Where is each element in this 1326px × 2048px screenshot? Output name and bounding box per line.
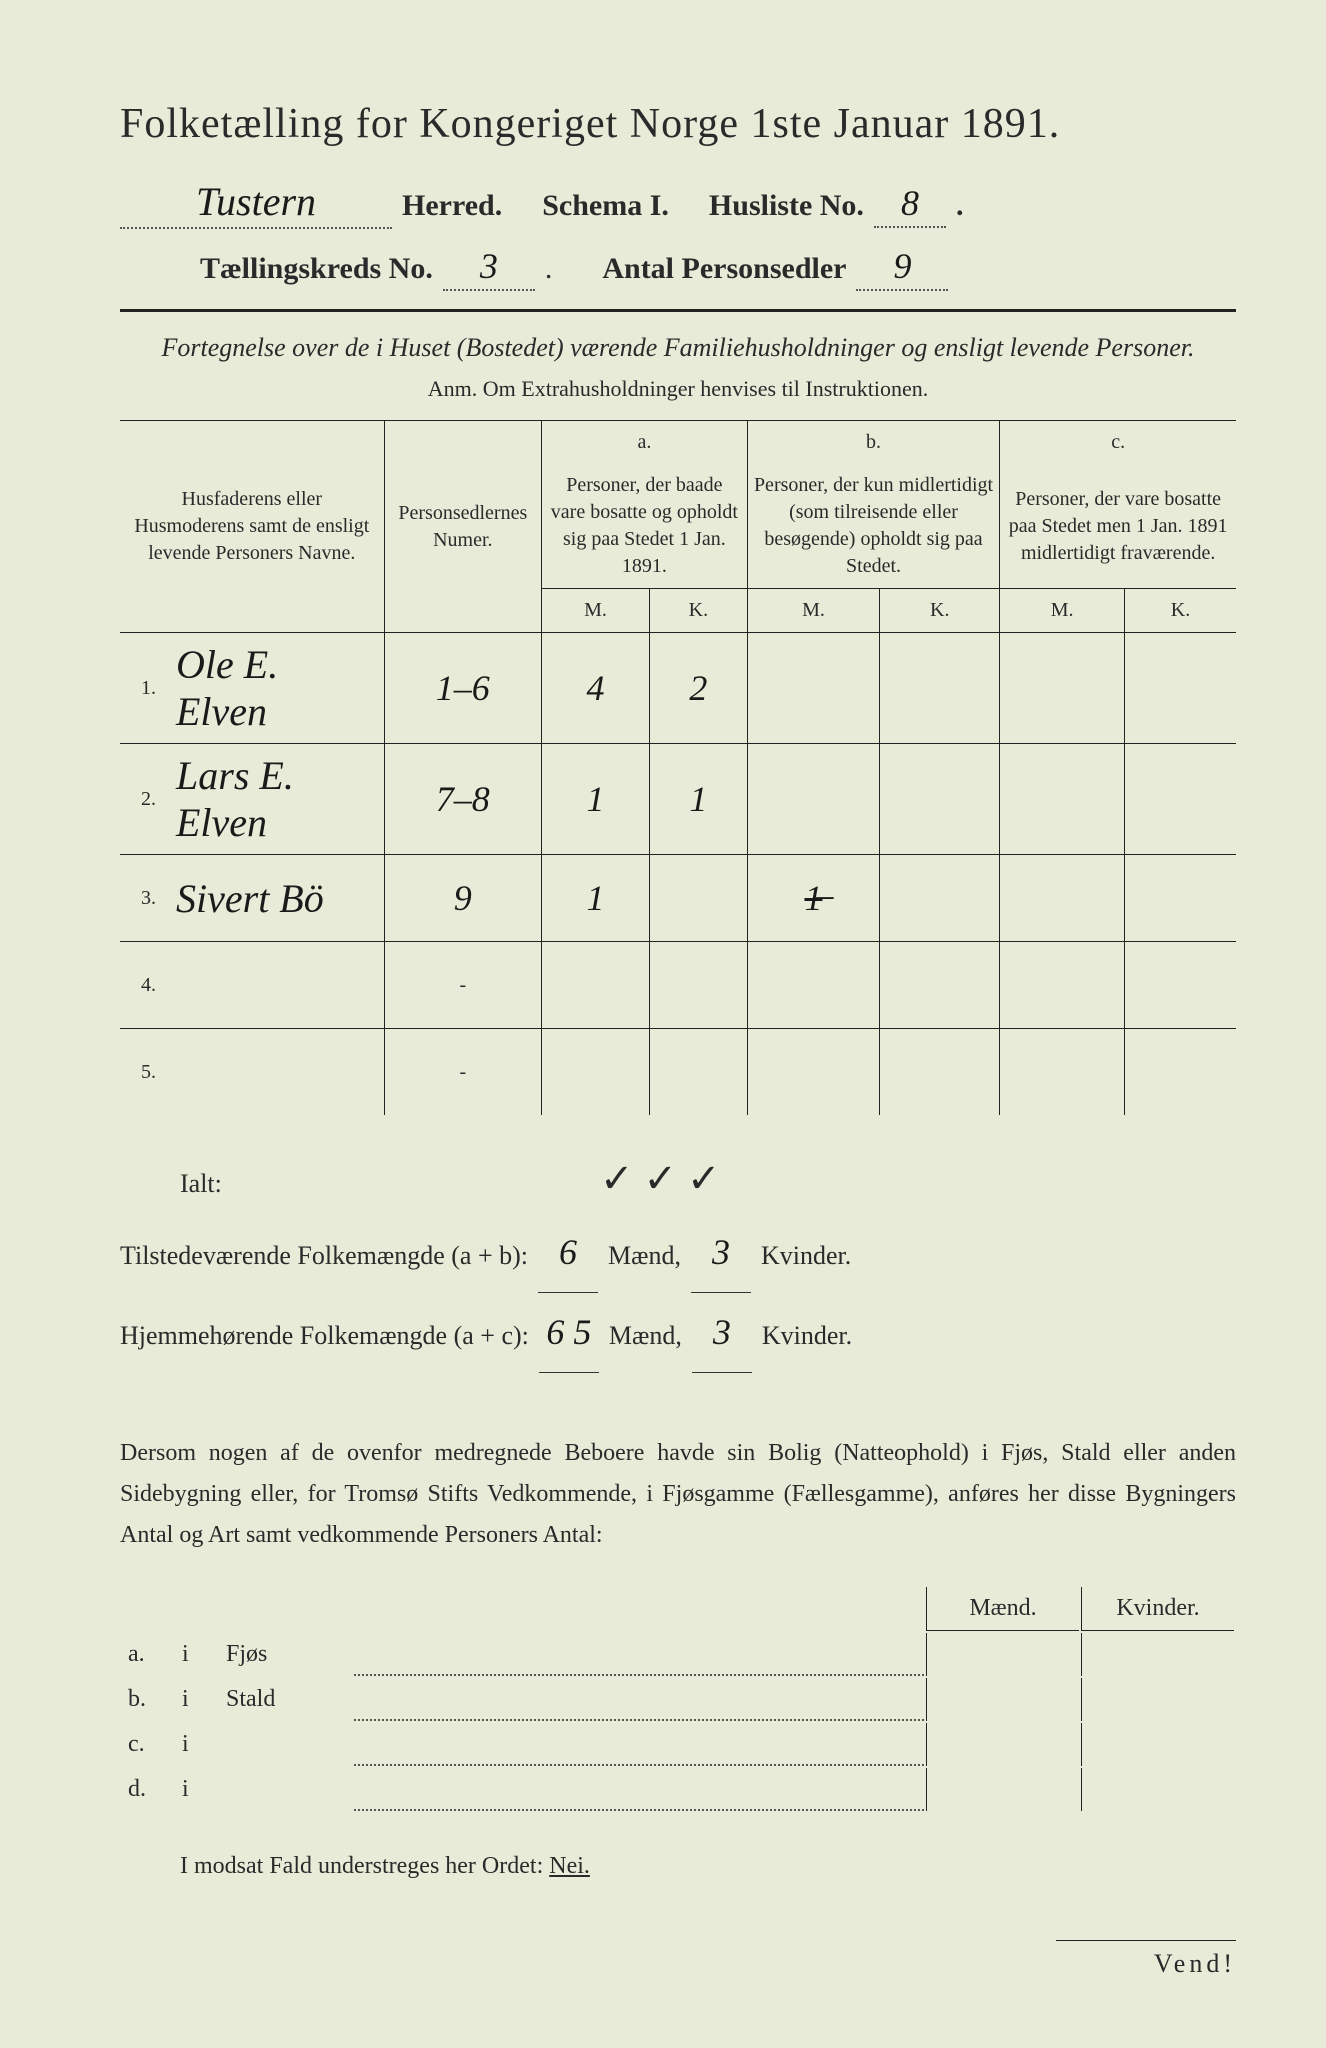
tilstede-k: 3 <box>691 1213 751 1293</box>
kreds-value: 3 <box>443 245 535 291</box>
herred-value: Tustern <box>120 178 392 229</box>
divider <box>120 309 1236 312</box>
antal-label: Antal Personsedler <box>602 252 846 286</box>
totals-section: Ialt: ✓ ✓ ✓ Tilstedeværende Folkemængde … <box>120 1155 1236 1373</box>
col-a-k: K. <box>649 589 747 633</box>
husliste-value: 8 <box>874 182 946 228</box>
col-a-label: a. <box>542 421 748 465</box>
kvinder-label: Kvinder. <box>762 1307 852 1364</box>
col-a-header: Personer, der baade vare bosatte og opho… <box>542 464 748 589</box>
bm-cell: 1̶ <box>804 878 822 918</box>
col-c-label: c. <box>1000 421 1236 465</box>
ialt-label: Ialt: <box>180 1169 222 1198</box>
bt-maend-header: Mænd. <box>926 1587 1079 1631</box>
maend-label: Mænd, <box>608 1227 681 1284</box>
subtitle: Fortegnelse over de i Huset (Bostedet) v… <box>120 330 1236 366</box>
num-cell: 9 <box>454 878 472 918</box>
table-row: 5. - <box>120 1029 1236 1116</box>
husliste-label: Husliste No. <box>709 189 864 223</box>
col-c-header: Personer, der vare bosatte paa Stedet me… <box>1000 464 1236 589</box>
ak-cell: 2 <box>689 668 707 708</box>
nei-line: I modsat Fald understreges her Ordet: Ne… <box>120 1853 1236 1880</box>
census-form-page: Folketælling for Kongeriget Norge 1ste J… <box>0 0 1326 2039</box>
tilstede-m: 6 <box>538 1213 598 1293</box>
hjemme-k: 3 <box>692 1293 752 1373</box>
nei-word: Nei. <box>549 1853 590 1879</box>
col-b-label: b. <box>747 421 999 465</box>
checkmarks: ✓ ✓ ✓ <box>600 1135 721 1223</box>
vend-label: Vend! <box>1056 1940 1236 1979</box>
table-row: 1. Ole E. Elven 1–6 4 2 <box>120 633 1236 744</box>
page-title: Folketælling for Kongeriget Norge 1ste J… <box>120 100 1236 148</box>
table-row: 2. Lars E. Elven 7–8 1 1 <box>120 744 1236 855</box>
kreds-label: Tællingskreds No. <box>200 252 433 286</box>
header-line-1: Tustern Herred. Schema I. Husliste No. 8… <box>120 178 1236 229</box>
herred-label: Herred. <box>402 189 502 223</box>
col-c-m: M. <box>1000 589 1125 633</box>
hjemme-m: 6 5 <box>539 1293 599 1373</box>
schema-label: Schema I. <box>542 189 669 223</box>
tilstede-label: Tilstedeværende Folkemængde (a + b): <box>120 1227 528 1284</box>
ak-cell: 1 <box>689 779 707 819</box>
building-row: d. i <box>122 1768 1234 1811</box>
anm-note: Anm. Om Extrahusholdninger henvises til … <box>120 376 1236 402</box>
col-b-m: M. <box>747 589 879 633</box>
name-cell: Ole E. Elven <box>176 642 278 734</box>
building-row: b. i Stald <box>122 1678 1234 1721</box>
building-row: a. i Fjøs <box>122 1633 1234 1676</box>
name-cell: Lars E. Elven <box>176 753 294 845</box>
col-names-header: Husfaderens eller Husmoderens samt de en… <box>120 421 384 633</box>
table-row: 4. - <box>120 942 1236 1029</box>
building-paragraph: Dersom nogen af de ovenfor medregnede Be… <box>120 1433 1236 1555</box>
building-row: c. i <box>122 1723 1234 1766</box>
kvinder-label: Kvinder. <box>761 1227 851 1284</box>
bt-kvinder-header: Kvinder. <box>1081 1587 1234 1631</box>
am-cell: 1 <box>586 779 604 819</box>
num-cell: 7–8 <box>436 779 490 819</box>
col-c-k: K. <box>1125 589 1236 633</box>
building-table: Mænd. Kvinder. a. i Fjøs b. i Stald c. i… <box>120 1585 1236 1813</box>
table-row: 3. Sivert Bö 9 1 1̶ <box>120 855 1236 942</box>
col-a-m: M. <box>542 589 650 633</box>
household-table: Husfaderens eller Husmoderens samt de en… <box>120 420 1236 1115</box>
name-cell: Sivert Bö <box>176 876 324 921</box>
antal-value: 9 <box>856 245 948 291</box>
hjemme-label: Hjemmehørende Folkemængde (a + c): <box>120 1307 529 1364</box>
am-cell: 4 <box>586 668 604 708</box>
am-cell: 1 <box>586 878 604 918</box>
col-b-header: Personer, der kun midlertidigt (som tilr… <box>747 464 999 589</box>
maend-label: Mænd, <box>609 1307 682 1364</box>
num-cell: 1–6 <box>436 668 490 708</box>
header-line-2: Tællingskreds No. 3 . Antal Personsedler… <box>120 245 1236 291</box>
col-numer-header: Personsedlernes Numer. <box>384 421 541 633</box>
col-b-k: K. <box>880 589 1000 633</box>
